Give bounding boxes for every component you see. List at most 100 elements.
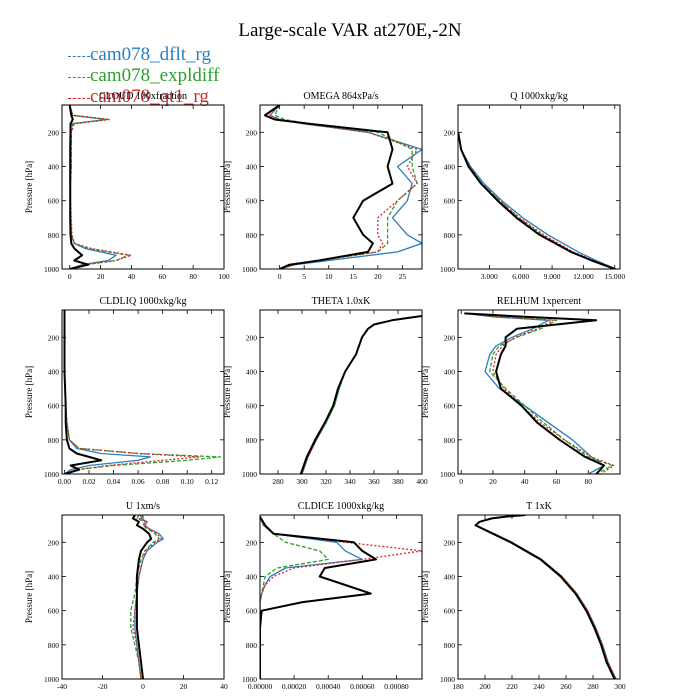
x-tick-label: 40 <box>128 272 136 281</box>
x-tick-label: 240 <box>533 682 545 691</box>
x-tick-label: 0.00080 <box>384 682 409 691</box>
x-tick-label: -40 <box>57 682 67 691</box>
x-tick-label: 10 <box>325 272 333 281</box>
y-tick-label: 800 <box>48 641 60 650</box>
y-tick-label: 400 <box>246 573 258 582</box>
panel-frame <box>61 104 225 270</box>
x-tick-label: 60 <box>159 272 167 281</box>
series-line-red <box>69 105 133 269</box>
series-line-green <box>474 515 617 679</box>
y-tick-label: 200 <box>444 333 456 342</box>
y-tick-label: 600 <box>246 402 258 411</box>
y-tick-label: 400 <box>444 573 456 582</box>
x-tick-label: 0.00 <box>58 477 71 486</box>
series-line-green <box>63 310 221 474</box>
panel-frame <box>61 309 225 475</box>
x-tick-label: 0 <box>68 272 72 281</box>
x-tick-label: 0.02 <box>82 477 95 486</box>
x-tick-label: 20 <box>180 682 188 691</box>
y-tick-label: 800 <box>444 436 456 445</box>
panel-frame <box>259 104 423 270</box>
panel-cloud-100xfraction: CLOUD 100xfraction Pressure [hPa] 20 0 400 60… <box>24 91 230 281</box>
x-tick-label: 0.10 <box>181 477 194 486</box>
x-tick-label: 3.000 <box>481 272 498 281</box>
x-tick-label: 300 <box>614 682 626 691</box>
x-tick-label: 280 <box>587 682 599 691</box>
y-tick-label: 800 <box>48 231 60 240</box>
y-tick-label: 400 <box>48 368 60 377</box>
series-line-blue <box>458 132 617 269</box>
y-tick-label: 1000 <box>242 470 257 479</box>
x-tick-label: 180 <box>452 682 464 691</box>
panel-title: THETA 1.0xK <box>312 296 371 307</box>
panel-frame <box>457 309 621 475</box>
series-line-black <box>458 132 616 269</box>
y-tick-label: 800 <box>246 641 258 650</box>
y-axis-label: Pressure [hPa] <box>222 161 232 213</box>
panel-theta-1-0xk: THETA 1.0xK Pressure [hPa] 200 400 600 800 100… <box>222 296 428 486</box>
legend-line-expldiff <box>68 77 90 78</box>
legend-label-dflt: cam078_dflt_rg <box>90 44 212 65</box>
series-line-red <box>464 312 615 474</box>
x-tick-label: 300 <box>296 477 308 486</box>
x-tick-label: 9.000 <box>544 272 561 281</box>
series-line-black <box>263 105 394 269</box>
series-line-blue <box>269 105 422 269</box>
panel-title: CLDLIQ 1000xkg/kg <box>100 296 187 307</box>
y-tick-label: 800 <box>48 436 60 445</box>
x-tick-label: 0.00060 <box>350 682 375 691</box>
legend-line-qt1 <box>68 98 90 99</box>
y-tick-label: 400 <box>246 163 258 172</box>
y-tick-label: 400 <box>444 368 456 377</box>
series-line-blue <box>474 515 617 679</box>
panel-title: Q 1000xkg/kg <box>510 91 568 102</box>
panel-frame <box>61 514 225 680</box>
series-line-black <box>464 312 606 474</box>
panel-frame <box>259 309 423 475</box>
y-tick-label: 200 <box>444 128 456 137</box>
series-line-red <box>132 515 162 679</box>
y-tick-label: 200 <box>246 333 258 342</box>
series-line-green <box>458 132 616 269</box>
series-line-black <box>474 515 616 679</box>
y-tick-label: 600 <box>48 607 60 616</box>
x-tick-label: 200 <box>479 682 491 691</box>
y-tick-label: 600 <box>48 402 60 411</box>
panel-cldliq-1000xkg-kg: CLDLIQ 1000xkg/kg Pressure [hPa] 200 400 600… <box>24 296 225 486</box>
y-tick-label: 1000 <box>44 675 59 684</box>
series-line-red <box>269 105 418 269</box>
y-tick-label: 400 <box>246 368 258 377</box>
x-tick-label: 20 <box>97 272 105 281</box>
series-line-red <box>260 516 422 679</box>
panel-title: RELHUM 1xpercent <box>497 296 581 307</box>
panel-frame <box>457 104 621 270</box>
y-axis-label: Pressure [hPa] <box>24 366 34 418</box>
x-tick-label: 100 <box>218 272 230 281</box>
legend-label-expldiff: cam078_expldiff <box>90 65 220 86</box>
y-axis-label: Pressure [hPa] <box>420 366 430 418</box>
x-tick-label: 340 <box>344 477 356 486</box>
panel-title: OMEGA 864xPa/s <box>303 91 378 102</box>
x-tick-label: 5 <box>302 272 306 281</box>
x-tick-label: -20 <box>98 682 108 691</box>
x-tick-label: 220 <box>506 682 518 691</box>
x-tick-label: 0 <box>141 682 145 691</box>
x-tick-label: 0.00020 <box>282 682 307 691</box>
y-tick-label: 200 <box>48 538 60 547</box>
x-tick-label: 40 <box>220 682 228 691</box>
y-tick-label: 400 <box>444 163 456 172</box>
x-tick-label: 80 <box>189 272 197 281</box>
y-tick-label: 400 <box>48 163 60 172</box>
y-tick-label: 600 <box>444 197 456 206</box>
panel-title: CLDICE 1000xkg/kg <box>298 501 384 512</box>
panel-title: CLOUD 100xfraction <box>99 91 187 102</box>
legend-label-qt1: cam078_qt1_rg <box>90 86 209 107</box>
series-line-red <box>458 132 617 269</box>
x-tick-label: 20 <box>489 477 497 486</box>
y-tick-label: 1000 <box>242 675 257 684</box>
figure-title: Large-scale VAR at270E,-2N <box>238 20 462 41</box>
y-tick-label: 1000 <box>242 265 257 274</box>
series-line-green <box>130 515 160 679</box>
